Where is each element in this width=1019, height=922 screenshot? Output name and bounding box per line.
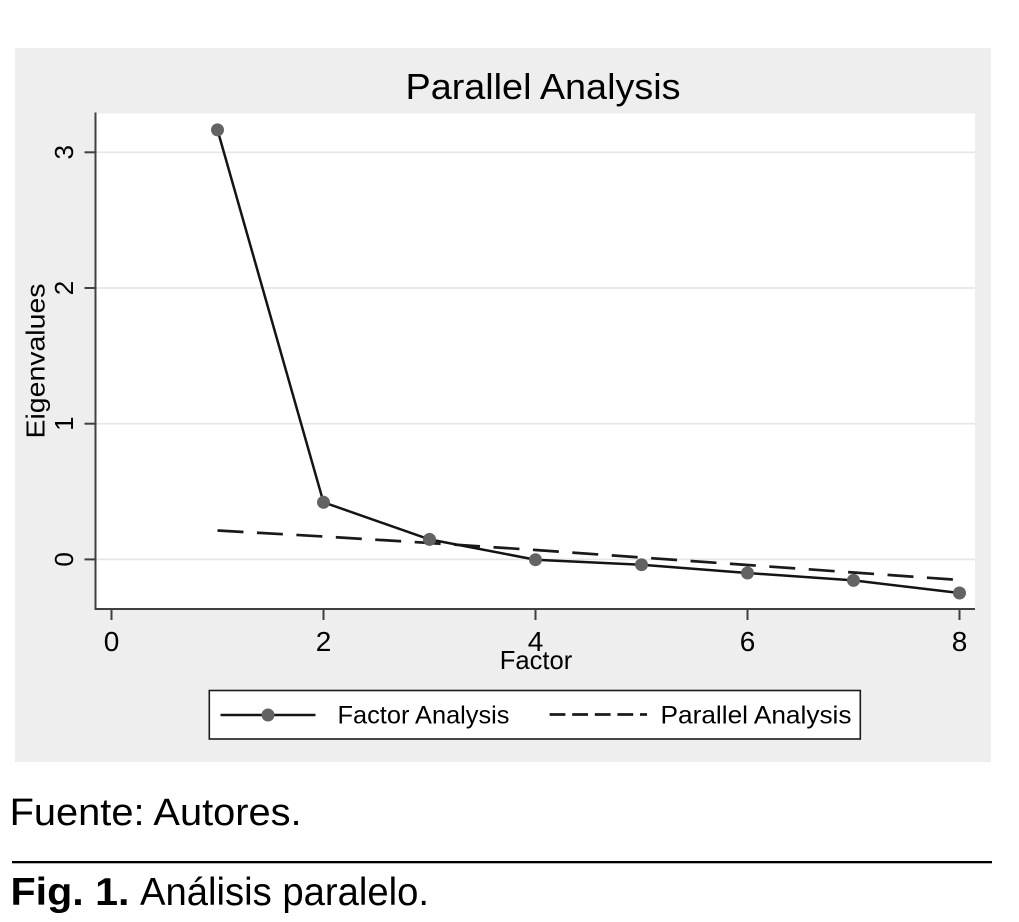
svg-text:0: 0: [49, 552, 79, 566]
svg-text:Eigenvalues: Eigenvalues: [21, 284, 51, 439]
svg-text:Fig. 1.: Fig. 1.: [11, 871, 130, 914]
svg-text:1: 1: [49, 416, 79, 430]
svg-text:Fuente: Autores.: Fuente: Autores.: [10, 791, 302, 833]
svg-text:0: 0: [104, 626, 120, 657]
svg-text:Parallel Analysis: Parallel Analysis: [661, 702, 852, 730]
svg-text:2: 2: [316, 626, 332, 657]
svg-text:3: 3: [49, 145, 79, 159]
svg-text:6: 6: [740, 626, 756, 657]
svg-text:Análisis paralelo.: Análisis paralelo.: [140, 871, 429, 914]
svg-text:Parallel Analysis: Parallel Analysis: [406, 66, 681, 107]
svg-text:Factor: Factor: [500, 645, 573, 675]
svg-text:8: 8: [952, 626, 968, 657]
svg-text:2: 2: [49, 281, 79, 295]
svg-text:4: 4: [528, 626, 544, 657]
svg-text:Factor Analysis: Factor Analysis: [338, 702, 510, 730]
